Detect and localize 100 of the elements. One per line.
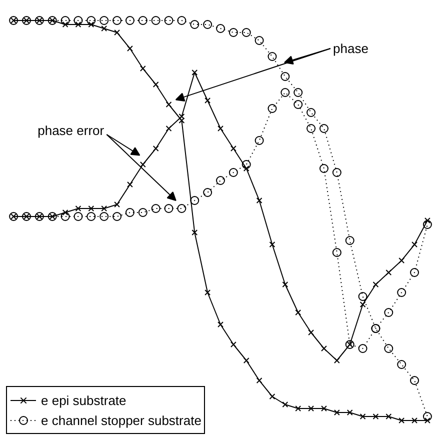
point: [126, 46, 133, 52]
point: [319, 124, 328, 133]
point: [410, 376, 420, 385]
point: [164, 204, 174, 213]
point: [60, 16, 70, 25]
annotation: phase error: [38, 123, 105, 138]
point: [412, 418, 418, 424]
point: [178, 118, 185, 124]
point: [138, 16, 148, 25]
point: [282, 282, 288, 288]
point: [101, 26, 108, 32]
point: [74, 212, 83, 221]
point: [140, 162, 146, 168]
point: [280, 72, 290, 81]
point: [151, 204, 160, 213]
point: [126, 182, 133, 188]
point: [164, 16, 174, 25]
point: [256, 378, 262, 384]
point: [177, 16, 186, 25]
point: [152, 82, 159, 88]
point: [360, 302, 366, 308]
point: [60, 212, 70, 221]
point: [218, 126, 224, 132]
point: [294, 88, 303, 97]
legend-label: e channel stopper substrate: [41, 412, 202, 428]
point: [321, 406, 327, 412]
point: [112, 212, 122, 221]
point: [138, 208, 148, 217]
point: [230, 342, 236, 348]
point: [397, 288, 406, 297]
point: [203, 188, 212, 197]
point: [192, 230, 198, 236]
point: [86, 16, 96, 25]
point: [397, 360, 406, 369]
point: [410, 268, 420, 277]
point: [384, 308, 394, 317]
point: [422, 412, 432, 421]
point: [308, 406, 314, 412]
point: [280, 88, 290, 97]
point: [228, 168, 238, 177]
point: [203, 20, 212, 29]
point: [218, 322, 224, 328]
point: [422, 220, 432, 229]
point: [177, 204, 186, 213]
point: [268, 52, 277, 61]
point: [114, 202, 120, 208]
point: [282, 402, 288, 408]
point: [75, 22, 82, 28]
point: [306, 124, 316, 133]
point: [228, 28, 238, 37]
point: [269, 394, 276, 400]
point: [216, 176, 225, 185]
point: [62, 22, 68, 28]
point: [100, 16, 109, 25]
point: [204, 290, 211, 296]
point: [384, 344, 394, 353]
point: [358, 344, 368, 353]
point: [204, 98, 211, 104]
point: [334, 358, 340, 364]
point: [75, 206, 82, 212]
point: [140, 66, 146, 72]
point: [254, 36, 264, 45]
point: [319, 164, 328, 173]
point: [345, 236, 354, 245]
legend-label: e epi substrate: [41, 392, 126, 408]
point: [114, 30, 120, 36]
point: [190, 20, 200, 29]
point: [294, 100, 303, 109]
point: [360, 414, 366, 420]
point: [386, 414, 392, 420]
point: [398, 258, 405, 264]
point: [256, 198, 262, 204]
point: [358, 292, 368, 301]
point: [125, 16, 134, 25]
point: [101, 206, 108, 212]
point: [332, 248, 342, 257]
point: [243, 358, 250, 364]
point: [412, 242, 418, 248]
point: [254, 136, 264, 145]
point: [269, 242, 276, 248]
point: [88, 22, 94, 28]
point: [74, 16, 83, 25]
point: [178, 114, 185, 120]
annotation: phase: [333, 41, 368, 56]
point: [242, 28, 251, 37]
point: [295, 406, 302, 412]
point: [398, 418, 405, 424]
point: [216, 24, 225, 33]
point: [230, 146, 236, 152]
point: [308, 330, 314, 336]
point: [242, 160, 251, 169]
point: [306, 108, 316, 117]
point: [372, 414, 379, 420]
point: [243, 166, 250, 172]
point: [100, 212, 109, 221]
point: [151, 16, 160, 25]
point: [192, 70, 198, 76]
point: [424, 418, 430, 424]
point: [295, 310, 302, 316]
point: [268, 104, 277, 113]
